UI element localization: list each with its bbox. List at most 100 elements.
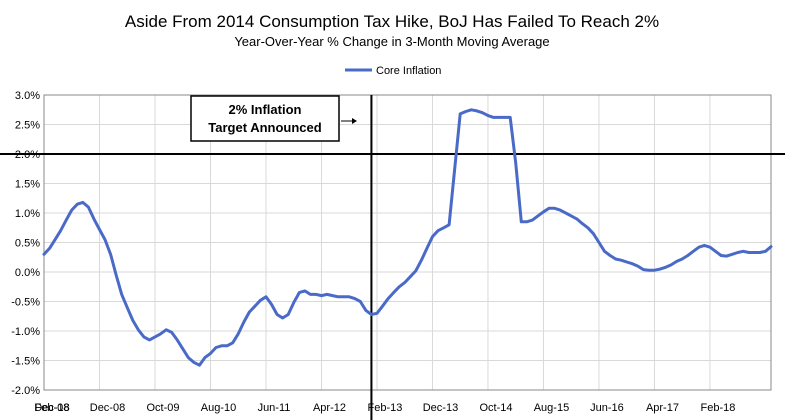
data-point [476,110,478,112]
data-point [576,218,578,220]
x-tick-label: Dec-18 [34,402,69,414]
x-tick-label: Apr-17 [646,402,679,414]
data-point [304,290,306,292]
data-point [448,224,450,226]
data-point [664,266,667,269]
chart-title: Aside From 2014 Consumption Tax Hike, Bo… [125,12,659,31]
data-point [376,312,378,315]
data-point [220,345,223,347]
y-tick-label: -2.0% [11,385,40,397]
x-tick-label: Aug-10 [201,402,236,414]
data-point [320,294,323,297]
data-point [215,346,217,349]
data-point [548,207,550,210]
data-point [187,356,190,359]
data-point [381,305,384,308]
data-point [426,247,428,250]
data-point [526,221,528,223]
data-point [653,269,656,272]
data-point [231,342,234,344]
data-point [770,245,772,248]
data-point [398,286,401,288]
data-point [603,250,606,253]
x-tick-label: Apr-12 [313,402,346,414]
y-tick-label: 1.5% [15,179,40,191]
data-point [564,212,567,214]
data-point [498,116,500,119]
y-tick-label: -1.0% [11,326,40,338]
data-point [98,228,101,231]
data-point [120,293,123,296]
data-point [115,274,117,276]
data-point [764,250,767,253]
data-point [209,352,212,355]
data-point [620,259,622,262]
data-point [481,111,484,114]
data-point [270,303,273,306]
x-tick-label: Feb-08 [35,402,70,414]
data-point [687,254,689,257]
data-point [520,221,523,223]
data-point [598,241,600,244]
core-inflation-points [43,109,772,367]
data-point [409,275,412,278]
data-point [392,291,395,294]
data-point [254,305,256,308]
data-point [503,116,506,119]
y-tick-label: 0.5% [15,238,40,250]
data-point [265,296,267,298]
data-point [609,254,611,257]
data-point [659,268,661,270]
data-point [159,333,162,335]
data-point [642,268,645,271]
data-point [143,336,145,338]
data-point [93,218,95,220]
data-point [365,309,367,312]
data-point [315,293,317,296]
data-point [326,293,328,296]
legend: Core Inflation [345,65,441,77]
data-point [670,264,672,266]
x-tick-label: Jun-11 [258,402,291,414]
data-point [170,331,173,334]
data-point [76,203,79,205]
data-point [437,229,439,232]
y-tick-label: 3.0% [15,90,40,102]
data-point [725,255,728,257]
data-point [431,235,434,238]
data-point [675,260,678,263]
x-axis: Feb-08 Dec-08 Oct-09 Aug-10 Jun-11 Apr-12 Feb-… [34,402,735,414]
gridlines [43,94,771,391]
data-point [82,201,84,204]
data-point [292,301,295,304]
data-point [714,250,717,253]
data-point [487,114,489,117]
data-point [648,269,650,272]
x-tick-label: Feb-13 [368,402,403,414]
x-tick-label: Dec-13 [423,402,458,414]
x-tick-label: Oct-09 [146,402,179,414]
data-point [559,209,561,211]
data-point [420,259,423,262]
data-point [165,329,167,331]
data-point [198,364,201,367]
y-tick-label: 0.0% [15,267,40,279]
core-inflation-line [42,108,773,367]
x-tick-label: Aug-15 [534,402,569,414]
data-point [403,281,406,284]
data-point [492,116,495,119]
annotation-arrow-head [352,118,357,124]
data-point [70,209,73,211]
data-point [281,317,284,319]
data-point [387,297,389,300]
x-tick-label: Jun-16 [590,402,624,414]
data-point [581,222,584,225]
data-point [698,246,700,248]
data-point [542,211,545,213]
annotation-box [190,95,340,142]
x-tick-label: Oct-14 [479,402,512,414]
data-point [742,250,745,253]
x-tick-label: Feb-18 [701,402,736,414]
data-point [181,347,184,350]
